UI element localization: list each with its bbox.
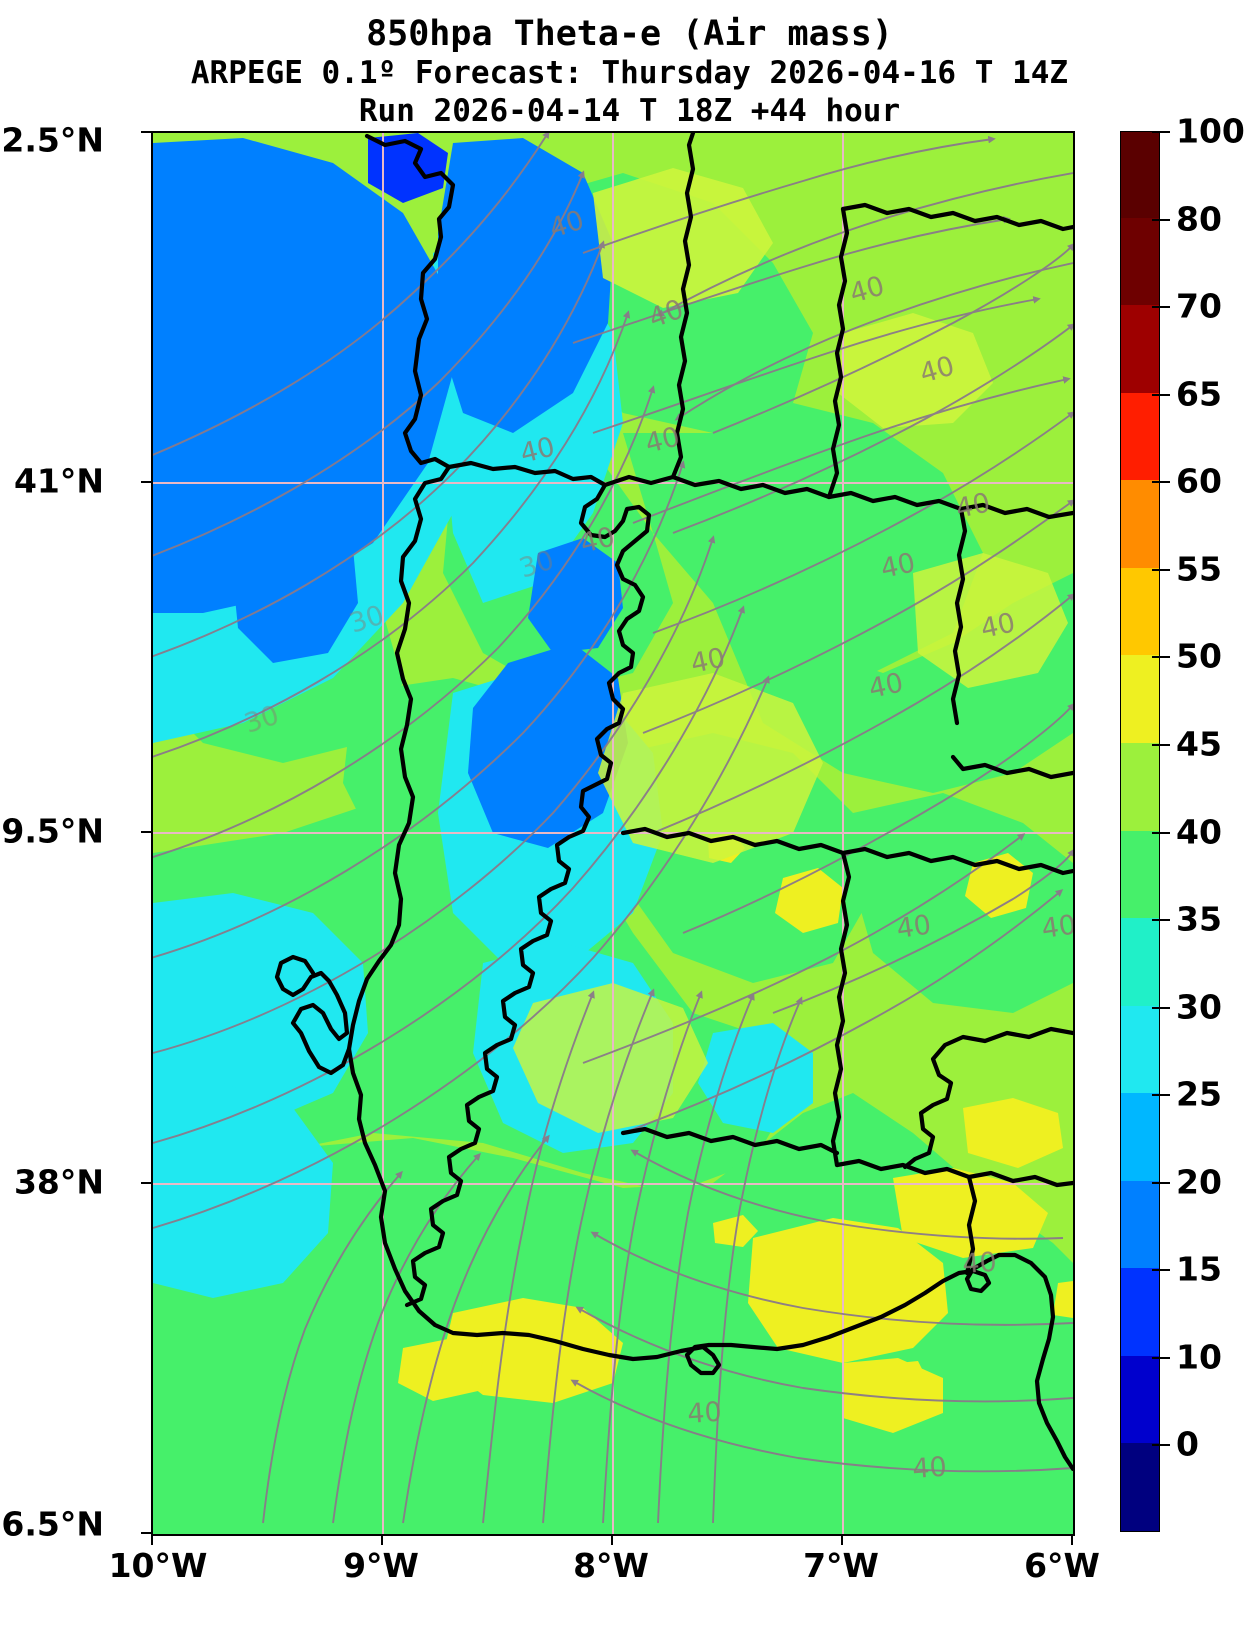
colorbar-segment bbox=[1121, 566, 1159, 656]
x-tick-label-1: 9°W bbox=[343, 1546, 419, 1585]
y-tick-mark bbox=[141, 131, 152, 133]
colorbar-tick-mark bbox=[1152, 218, 1170, 221]
colorbar-tick-label: 0 bbox=[1176, 1424, 1199, 1464]
svg-text:40: 40 bbox=[961, 1247, 997, 1280]
theta-e-field: 40 40 40 40 40 40 40 40 40 40 40 40 40 4… bbox=[153, 133, 1073, 1534]
colorbar-segment bbox=[1121, 829, 1159, 919]
map-canvas: 40 40 40 40 40 40 40 40 40 40 40 40 40 4… bbox=[153, 133, 1073, 1534]
colorbar-tick-mark bbox=[1152, 743, 1170, 746]
graticule bbox=[153, 133, 1073, 1534]
colorbar-tick-mark bbox=[1152, 393, 1170, 396]
coastline-and-borders bbox=[274, 133, 1073, 1472]
colorbar-tick-mark bbox=[1152, 656, 1170, 659]
y-tick-label-0: 42.5°N bbox=[0, 120, 104, 160]
colorbar-tick-mark bbox=[1152, 1444, 1170, 1447]
colorbar-tick-label: 45 bbox=[1176, 724, 1222, 764]
colorbar-tick-label: 80 bbox=[1176, 199, 1222, 239]
x-tick-label-2: 8°W bbox=[573, 1546, 649, 1585]
colorbar-tick-mark bbox=[1152, 568, 1170, 571]
colorbar-tick-mark bbox=[1152, 1269, 1170, 1272]
x-tick-mark bbox=[611, 1534, 613, 1545]
contour-label-group: 40 40 40 40 40 40 40 40 40 40 40 40 40 4… bbox=[241, 205, 1073, 1485]
colorbar-segment bbox=[1121, 654, 1159, 743]
svg-text:40: 40 bbox=[895, 909, 933, 944]
colorbar-tick-mark bbox=[1152, 919, 1170, 922]
x-tick-mark bbox=[381, 1534, 383, 1545]
svg-text:40: 40 bbox=[686, 1397, 722, 1430]
colorbar-tick-mark bbox=[1152, 831, 1170, 834]
colorbar-segment bbox=[1121, 391, 1159, 481]
colorbar-tick-label: 50 bbox=[1176, 636, 1222, 676]
colorbar-tick-label: 100 bbox=[1176, 111, 1245, 151]
colorbar-tick-mark bbox=[1152, 1356, 1170, 1359]
y-tick-mark bbox=[141, 1532, 152, 1534]
x-tick-mark bbox=[841, 1534, 843, 1545]
svg-text:40: 40 bbox=[878, 547, 918, 584]
y-tick-label-4: 36.5°N bbox=[0, 1504, 104, 1544]
colorbar-segment bbox=[1121, 1354, 1159, 1444]
y-tick-label-3: 38°N bbox=[13, 1162, 104, 1202]
colorbar-tick-label: 40 bbox=[1176, 812, 1222, 851]
svg-text:40: 40 bbox=[978, 607, 1018, 644]
colorbar-tick-mark bbox=[1152, 1181, 1170, 1184]
colorbar-segment bbox=[1121, 304, 1159, 393]
svg-text:40: 40 bbox=[1040, 909, 1073, 944]
colorbar-segment bbox=[1121, 1004, 1159, 1094]
x-tick-mark bbox=[151, 1534, 153, 1545]
colorbar-tick-mark bbox=[1152, 131, 1170, 133]
x-tick-label-4: 6°W bbox=[1024, 1546, 1100, 1585]
colorbar-tick-label: 25 bbox=[1176, 1074, 1222, 1114]
colorbar-tick-label: 60 bbox=[1176, 461, 1222, 501]
colorbar-segment bbox=[1121, 917, 1159, 1006]
x-tick-label-0: 10°W bbox=[108, 1546, 208, 1585]
y-tick-label-1: 41°N bbox=[13, 461, 104, 501]
colorbar-segment bbox=[1121, 1092, 1159, 1181]
chart-title-block: 850hpa Theta-e (Air mass) ARPEGE 0.1º Fo… bbox=[0, 14, 1259, 130]
y-tick-mark bbox=[141, 1182, 152, 1184]
colorbar-tick-mark bbox=[1152, 481, 1170, 484]
x-tick-label-3: 7°W bbox=[803, 1546, 879, 1585]
page-title: 850hpa Theta-e (Air mass) bbox=[366, 14, 893, 54]
x-tick-mark bbox=[1071, 1534, 1073, 1545]
y-tick-label-2: 39.5°N bbox=[0, 811, 104, 851]
colorbar-segment bbox=[1121, 1442, 1159, 1531]
svg-text:40: 40 bbox=[688, 642, 728, 679]
colorbar-segment bbox=[1121, 1267, 1159, 1356]
forecast-subtitle: ARPEGE 0.1º Forecast: Thursday 2026-04-1… bbox=[190, 55, 1069, 91]
colorbar-tick-mark bbox=[1152, 306, 1170, 309]
map-plot-area[interactable]: 40 40 40 40 40 40 40 40 40 40 40 40 40 4… bbox=[151, 131, 1075, 1536]
colorbar-tick-label: 15 bbox=[1176, 1249, 1222, 1289]
colorbar-tick-mark bbox=[1152, 1006, 1170, 1009]
colorbar-tick-label: 10 bbox=[1176, 1337, 1222, 1377]
y-tick-mark bbox=[141, 481, 152, 483]
colorbar-segment bbox=[1121, 479, 1159, 568]
colorbar-tick-label: 70 bbox=[1176, 286, 1222, 326]
colorbar-segment bbox=[1121, 216, 1159, 306]
colorbar[interactable] bbox=[1120, 131, 1160, 1532]
svg-text:40: 40 bbox=[866, 667, 906, 704]
run-subtitle: Run 2026-04-14 T 18Z +44 hour bbox=[358, 93, 901, 129]
colorbar-segment bbox=[1121, 1179, 1159, 1269]
colorbar-tick-label: 55 bbox=[1176, 549, 1222, 589]
y-tick-mark bbox=[141, 831, 152, 833]
svg-text:40: 40 bbox=[911, 1452, 947, 1485]
colorbar-tick-label: 35 bbox=[1176, 899, 1222, 939]
colorbar-tick-mark bbox=[1152, 1094, 1170, 1097]
svg-text:40: 40 bbox=[953, 487, 993, 524]
colorbar-segment bbox=[1121, 741, 1159, 831]
colorbar-tick-label: 65 bbox=[1176, 374, 1222, 414]
colorbar-segment bbox=[1121, 132, 1159, 218]
colorbar-tick-label: 30 bbox=[1176, 987, 1222, 1027]
colorbar-tick-label: 20 bbox=[1176, 1162, 1222, 1202]
